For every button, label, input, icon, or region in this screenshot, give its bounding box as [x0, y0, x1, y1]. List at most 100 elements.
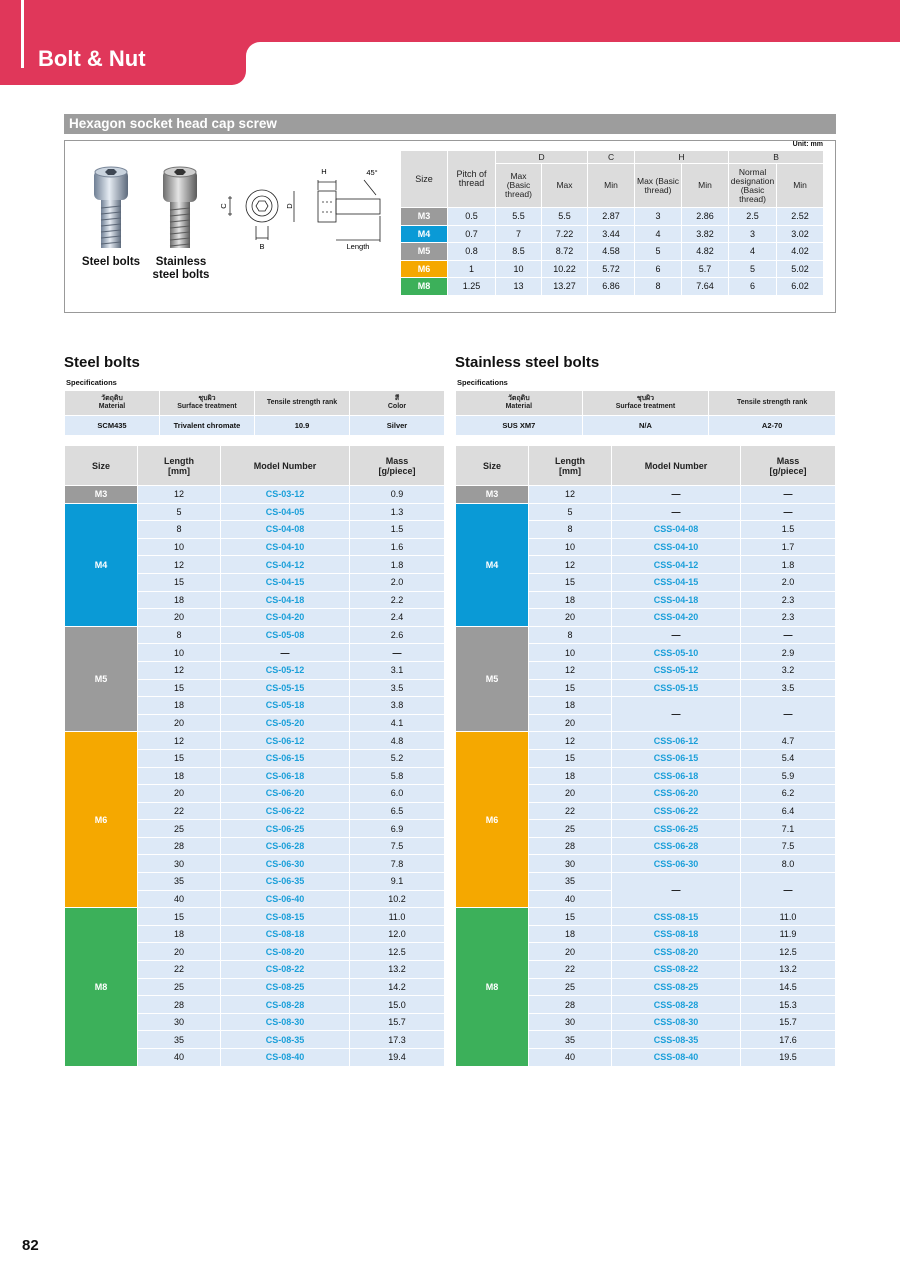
length-cell: 30: [137, 854, 221, 874]
length-cell: 25: [528, 819, 612, 838]
length-cell: 12: [137, 555, 221, 574]
length-cell: 35: [528, 1030, 612, 1049]
product-box: [64, 140, 836, 313]
mass-cell: —: [740, 485, 836, 504]
mass-cell: 3.2: [740, 660, 836, 680]
length-cell: 30: [137, 1012, 221, 1032]
model-cell: CSS-08-30: [611, 1012, 741, 1032]
length-cell: 8: [528, 625, 612, 645]
mass-cell: 15.0: [349, 995, 445, 1014]
mass-cell: 19.5: [740, 1048, 836, 1067]
product-illustration: H 45° C D B Length: [94, 166, 381, 251]
steel-bolt-image: [94, 166, 128, 248]
image-caption: Steel bolts: [81, 256, 141, 268]
diagram-label: D: [285, 203, 294, 209]
value-cell: 0.8: [447, 242, 496, 261]
model-cell: CS-04-20: [220, 608, 350, 627]
value-cell: 4.58: [587, 242, 636, 261]
mass-cell: 8.0: [740, 854, 836, 874]
stainless-table: Size Length [mm] Model Number Mass [g/piece…: [455, 445, 836, 1067]
mass-cell: 4.1: [349, 713, 445, 733]
length-cell: 12: [137, 731, 221, 750]
length-cell: 25: [137, 977, 221, 997]
length-cell: 20: [528, 942, 612, 962]
product-title: Hexagon socket head cap screw: [64, 114, 836, 134]
length-cell: 15: [528, 748, 612, 768]
model-cell: CSS-04-08: [611, 520, 741, 539]
mass-cell: —: [740, 696, 836, 733]
size-cell: M3: [64, 485, 138, 504]
data-row: 28 CS-06-28 7.5: [65, 836, 445, 856]
model-cell: CS-06-30: [220, 854, 350, 874]
data-row: 40 CSS-08-40 19.5: [456, 1048, 836, 1067]
length-cell: 35: [528, 872, 612, 891]
header-cell: ชุบผิว Surface treatment: [581, 390, 710, 416]
mass-cell: 3.1: [349, 660, 445, 680]
mass-cell: 6.0: [349, 784, 445, 803]
mass-cell: 4.7: [740, 731, 836, 750]
model-cell: CSS-06-30: [611, 854, 741, 874]
value-cell: 7.64: [681, 277, 730, 296]
length-cell: 20: [137, 713, 221, 733]
model-cell: —: [611, 872, 741, 909]
size-cell: M4: [400, 224, 448, 243]
model-cell: CS-06-20: [220, 784, 350, 803]
model-cell: —: [220, 643, 350, 662]
mass-cell: 2.3: [740, 590, 836, 610]
model-cell: CS-08-15: [220, 907, 350, 926]
value-cell: A2-70: [708, 415, 836, 436]
value-cell: 6.86: [587, 277, 636, 296]
mass-cell: 7.1: [740, 819, 836, 838]
size-cell: M6: [64, 731, 138, 909]
data-row: 22 CSS-08-22 13.2: [456, 960, 836, 979]
header-cell: Min: [776, 163, 825, 208]
model-cell: CSS-05-10: [611, 643, 741, 662]
mass-cell: 5.8: [349, 766, 445, 786]
mass-cell: 7.8: [349, 854, 445, 874]
length-cell: 20: [528, 713, 612, 733]
value-cell: 10.9: [254, 415, 350, 436]
value-cell: 4.82: [681, 242, 730, 261]
header-row: Size Length [mm] Model Number Mass [g/piece…: [64, 445, 445, 486]
header-cell: ชุบผิว Surface treatment: [159, 390, 255, 416]
data-row: 18 CS-04-18 2.2: [65, 590, 445, 610]
mass-cell: 15.3: [740, 995, 836, 1014]
length-cell: 18: [528, 766, 612, 786]
length-cell: 10: [528, 537, 612, 557]
value-cell: 6: [634, 259, 683, 278]
mass-cell: 3.8: [349, 696, 445, 715]
data-row: 25 CS-08-25 14.2: [65, 977, 445, 997]
data-row: 20 CS-06-20 6.0: [65, 784, 445, 803]
header-cell: Tensile strength rank: [254, 390, 350, 416]
mass-cell: 12.5: [740, 942, 836, 962]
model-cell: CS-04-05: [220, 502, 350, 522]
header-cell: Size: [455, 445, 529, 486]
mass-cell: 1.8: [740, 555, 836, 574]
mass-cell: 0.9: [349, 485, 445, 504]
value-cell: 1.25: [447, 277, 496, 296]
header-row: Size Length [mm] Model Number Mass [g/piece…: [455, 445, 836, 486]
mass-cell: —: [740, 625, 836, 645]
size-cell: M4: [455, 502, 529, 627]
length-cell: 28: [528, 836, 612, 856]
data-row: 35 CSS-08-35 17.6: [456, 1030, 836, 1049]
value-cell: 7.22: [540, 224, 589, 243]
data-row: 20 CS-04-20 2.4: [65, 608, 445, 627]
mass-cell: 14.2: [349, 977, 445, 997]
header-cell: Length [mm]: [528, 445, 612, 486]
diagram-label: H: [321, 167, 326, 176]
length-cell: 18: [528, 696, 612, 715]
mass-cell: —: [349, 643, 445, 662]
size-cell: M3: [455, 485, 529, 504]
mass-cell: 12.5: [349, 942, 445, 962]
data-row: 18 CSS-04-18 2.3: [456, 590, 836, 610]
value-cell: 6: [728, 277, 778, 296]
data-row: 15 CSS-05-15 3.5: [456, 678, 836, 698]
header-cell: วัตถุดิบ Material: [455, 390, 583, 416]
model-cell: CS-08-40: [220, 1048, 350, 1067]
model-cell: CS-06-40: [220, 889, 350, 909]
mass-cell: 6.9: [349, 819, 445, 838]
header-cell: B: [728, 150, 825, 164]
value-cell: 0.5: [447, 207, 496, 226]
steel-title: Steel bolts: [64, 354, 140, 371]
